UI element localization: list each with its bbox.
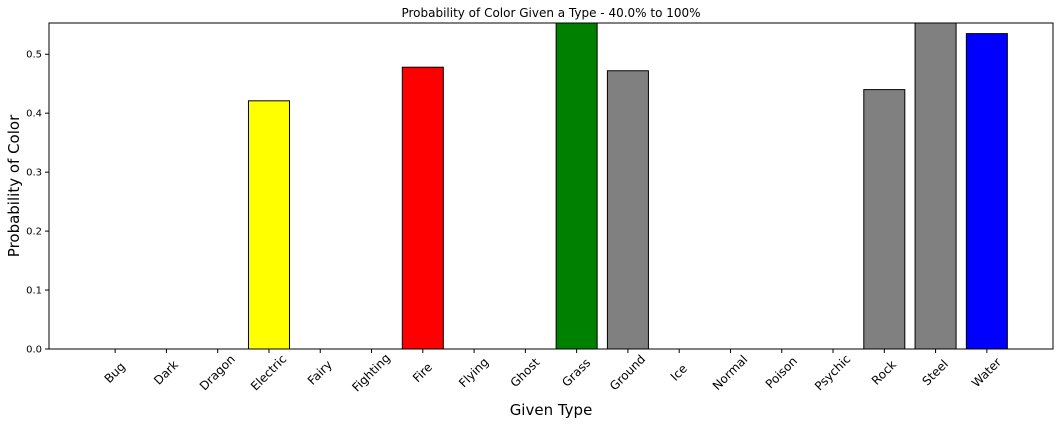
x-tick-label-fairy: Fairy — [305, 358, 335, 388]
x-tick-label-ghost: Ghost — [508, 355, 543, 390]
bar-grass — [555, 22, 598, 350]
x-tick-label-grass: Grass — [559, 356, 593, 390]
x-tick-label-rock: Rock — [869, 358, 899, 388]
x-tick-label-fighting: Fighting — [349, 351, 393, 395]
x-tick-label-flying: Flying — [456, 355, 491, 390]
bar-ground — [606, 70, 649, 350]
chart-title: Probability of Color Given a Type - 40.0… — [401, 6, 700, 20]
x-tick-label-dark: Dark — [151, 358, 181, 388]
x-tick-label-electric: Electric — [248, 352, 289, 393]
x-axis-label: Given Type — [510, 401, 593, 419]
y-tick-label: 0.0 — [26, 345, 42, 356]
x-tick-label-dragon: Dragon — [197, 352, 238, 393]
bar-rock — [863, 89, 906, 350]
y-axis-label: Probability of Color — [5, 114, 23, 257]
x-axis: Bug Dark Dragon Electric Fairy Fighting Fire Fl… — [102, 349, 1004, 395]
y-tick-label: 0.2 — [26, 227, 42, 238]
bar-fire — [401, 66, 444, 350]
x-tick-label-ice: Ice — [668, 361, 690, 383]
y-tick-label: 0.5 — [26, 50, 42, 61]
y-tick-label: 0.3 — [26, 168, 42, 179]
x-tick-label-psychic: Psychic — [812, 352, 853, 393]
x-tick-label-fire: Fire — [410, 360, 435, 385]
x-tick-label-bug: Bug — [102, 359, 128, 385]
x-tick-label-water: Water — [969, 355, 1004, 390]
y-tick-label: 0.4 — [26, 109, 42, 120]
bars-group — [247, 22, 1008, 350]
plot-frame — [48, 22, 1054, 350]
x-tick-label-normal: Normal — [710, 352, 751, 393]
x-tick-label-poison: Poison — [763, 354, 800, 391]
x-tick-label-steel: Steel — [920, 357, 951, 388]
bar-water — [965, 33, 1008, 350]
y-axis: 0.0 0.1 0.2 0.3 0.4 0.5 — [26, 50, 49, 356]
bar-steel — [914, 22, 957, 350]
y-tick-label: 0.1 — [26, 286, 42, 297]
x-tick-label-ground: Ground — [607, 352, 648, 393]
bar-electric — [247, 100, 290, 350]
